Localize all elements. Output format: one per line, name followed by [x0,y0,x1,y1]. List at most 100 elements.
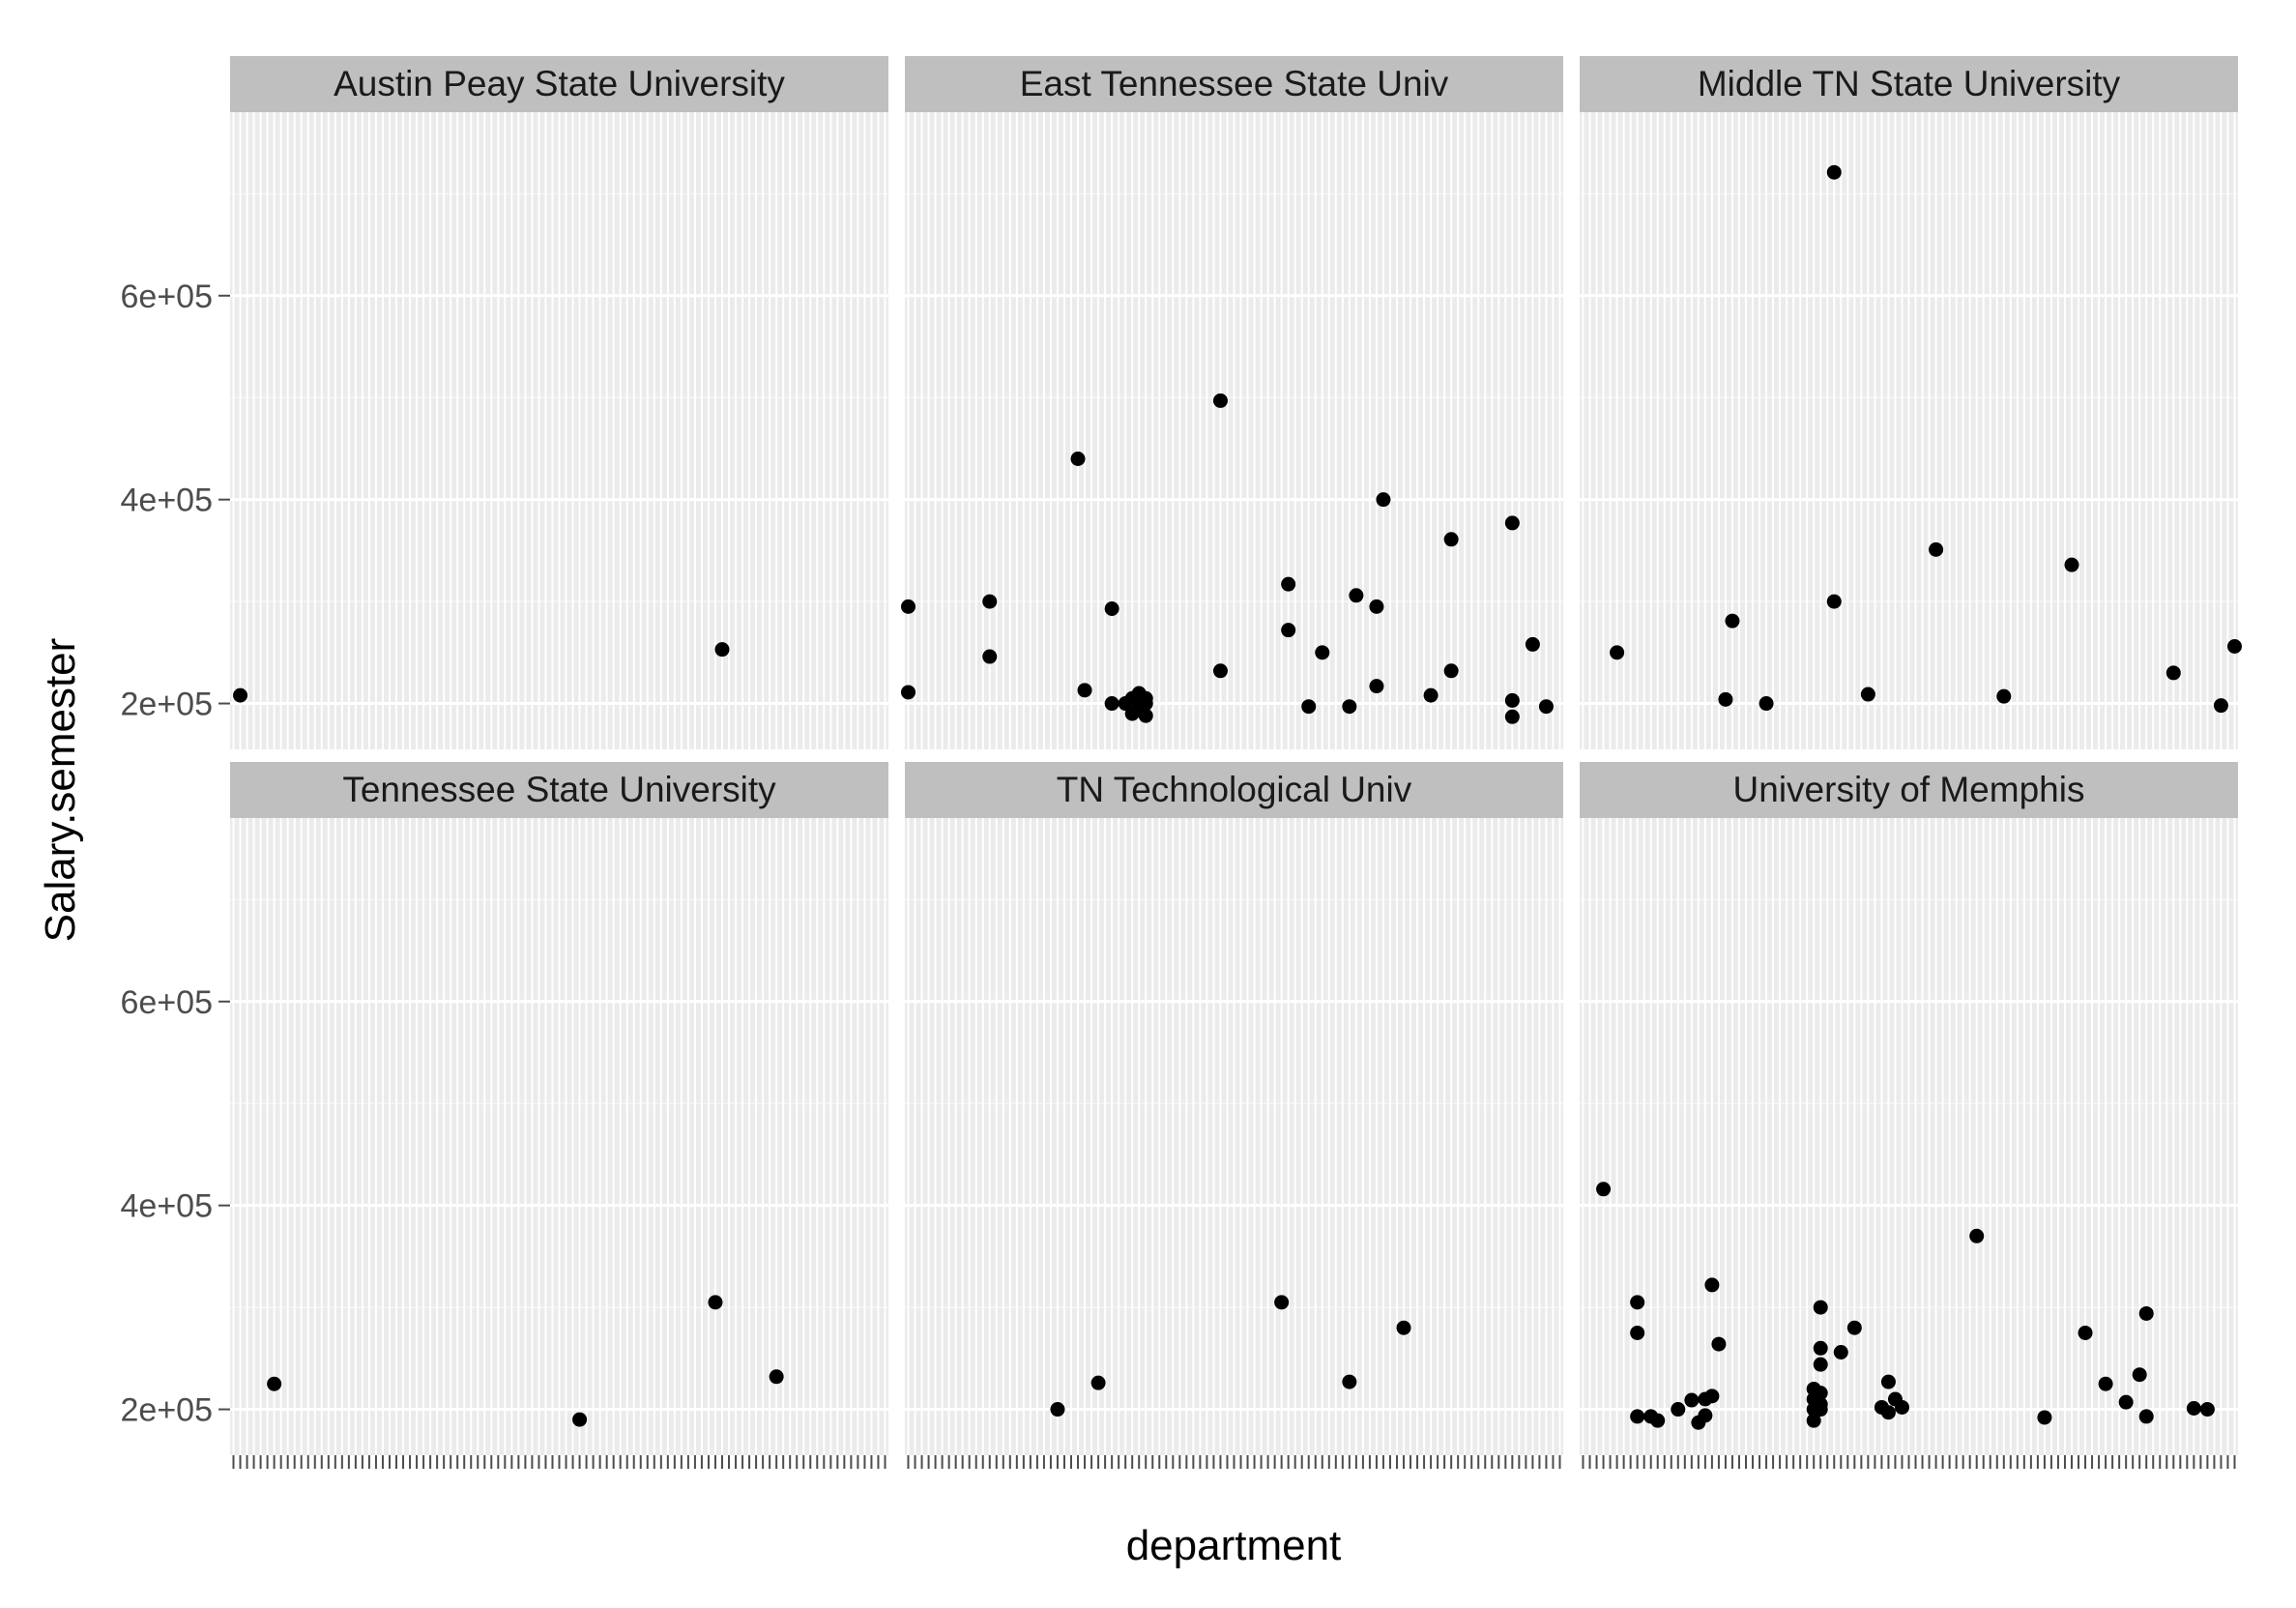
data-point [1826,594,1842,609]
data-point [1684,1392,1700,1408]
data-point [1369,679,1384,694]
data-point [233,687,248,703]
data-point [1342,699,1357,715]
data-point [1050,1402,1065,1418]
data-point [1596,1182,1612,1197]
data-point [1212,393,1228,408]
data-point [2213,698,2228,714]
facet-panel: Middle TN State University [1580,56,2242,749]
data-point [1725,613,1740,629]
data-point [1090,1375,1106,1390]
y-tick-label: 6e+05 [121,278,214,315]
data-point [1718,691,1733,707]
data-point [1138,708,1153,723]
panels-layer: Austin Peay State University East Tenness… [230,56,2242,1455]
data-point [1281,576,1296,592]
facet-strip-label: TN Technological Univ [1057,770,1412,809]
data-point [1969,1228,1985,1243]
data-point [1813,1402,1828,1418]
facet-strip [230,762,888,818]
facet-strip [905,56,1563,112]
data-point [1504,515,1520,531]
data-point [714,642,730,658]
data-point [1813,1300,1828,1315]
data-point [2064,557,2079,572]
facet-panel: East Tennessee State Univ [901,56,1563,749]
data-point [1813,1357,1828,1372]
data-point [1443,532,1459,547]
data-point [769,1369,784,1385]
data-point [1349,588,1364,603]
y-axis-title: Salary.semester [37,638,84,943]
data-point [1138,690,1153,706]
data-point [1610,645,1625,660]
data-point [1880,1405,1896,1420]
data-point [2118,1394,2134,1410]
y-tick-label: 2e+05 [121,687,214,723]
data-point [1894,1399,1909,1415]
data-point [1711,1336,1727,1352]
data-point [1833,1345,1848,1360]
x-axis-title: department [1126,1522,1342,1569]
data-point [901,685,916,700]
data-point [1504,709,1520,724]
data-point [1376,492,1391,508]
data-point [1929,541,1944,557]
data-point [2132,1367,2147,1383]
facet-strip [230,56,888,112]
data-point [1813,1340,1828,1356]
facet-strip-label: Tennessee State University [342,770,776,809]
data-point [1077,683,1092,698]
facet-strip-label: University of Memphis [1733,770,2085,809]
data-point [1443,663,1459,679]
data-point [1423,687,1439,703]
data-point [2165,665,2181,681]
data-point [1758,696,1774,712]
data-point [1301,699,1317,715]
facet-strip-label: East Tennessee State Univ [1020,64,1449,103]
data-point [1880,1374,1896,1389]
data-point [1806,1413,1821,1428]
y-axes-layer: 2e+05 4e+05 6e+05 2e+05 4e+05 6e+05 [121,278,230,1429]
facet-panel: Tennessee State University [230,762,888,1455]
data-point [1698,1408,1713,1423]
data-point [1650,1413,1666,1428]
data-point [1369,599,1384,614]
data-point [2138,1409,2154,1424]
data-point [708,1295,723,1310]
data-point [1396,1320,1411,1335]
facet-strip [905,762,1563,818]
facet-strip-label: Middle TN State University [1698,64,2121,103]
data-point [1671,1402,1686,1418]
data-point [1070,451,1086,466]
data-point [1525,636,1540,652]
data-point [2098,1376,2113,1391]
y-tick-label: 4e+05 [121,1188,214,1225]
data-point [1704,1277,1720,1293]
facet-panel: TN Technological Univ [905,762,1563,1455]
data-point [1104,696,1119,712]
data-point [1274,1295,1290,1310]
data-point [1315,645,1330,660]
data-point [2037,1410,2052,1425]
data-point [982,594,998,609]
data-point [1846,1320,1862,1335]
facet-strip-label: Austin Peay State University [334,64,785,103]
y-tick-label: 6e+05 [121,984,214,1021]
data-point [1538,699,1554,715]
data-point [2186,1400,2201,1416]
facet-strip [1580,762,2238,818]
data-point [1630,1325,1645,1340]
data-point [1630,1295,1645,1310]
data-point [1630,1409,1645,1424]
data-point [1860,687,1875,702]
data-point [982,649,998,664]
data-point [1281,623,1296,638]
data-point [1704,1389,1720,1404]
facet-panel: University of Memphis [1580,762,2238,1455]
data-point [2199,1402,2215,1418]
data-point [1212,663,1228,679]
facet-panel: Austin Peay State University [230,56,888,749]
